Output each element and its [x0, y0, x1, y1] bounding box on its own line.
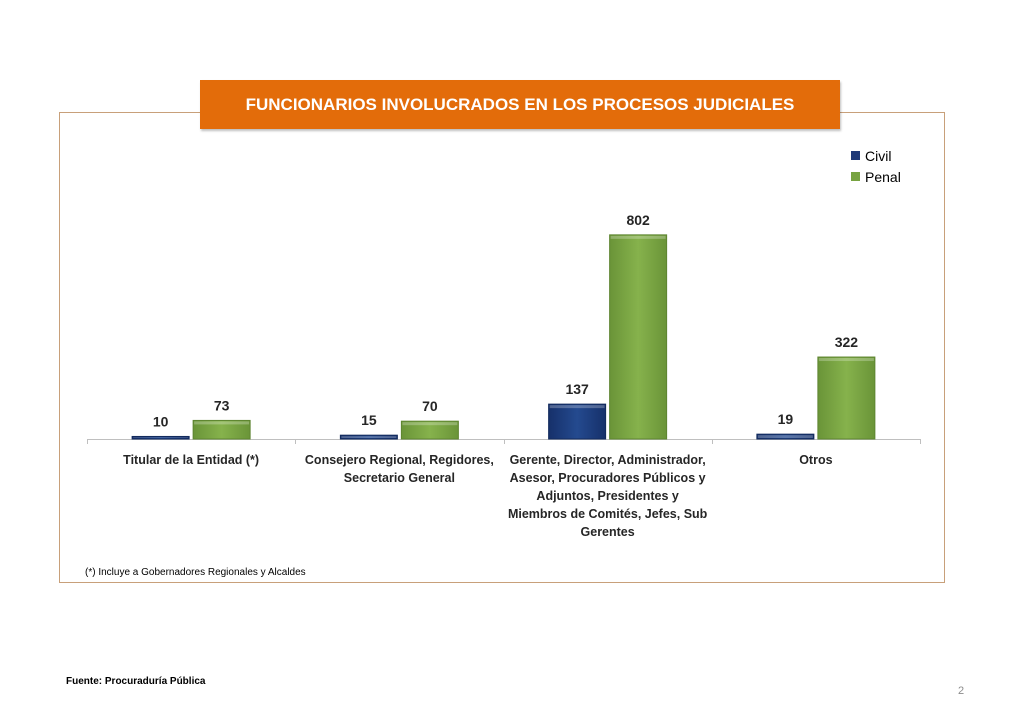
- page-number: 2: [958, 685, 965, 697]
- bar-highlight: [610, 235, 666, 239]
- legend-label-penal: Penal: [865, 168, 901, 185]
- legend-item-civil: Civil: [851, 145, 901, 166]
- chart-legend: Civil Penal: [851, 145, 901, 187]
- bar-penal-3: [817, 356, 876, 440]
- legend-swatch-civil: [851, 151, 860, 160]
- data-label-civil-3: 19: [778, 411, 794, 427]
- legend-swatch-penal: [851, 172, 860, 181]
- data-label-penal-3: 322: [835, 334, 859, 350]
- bar-highlight: [341, 436, 397, 438]
- category-label-0: Titular de la Entidad (*): [123, 453, 259, 467]
- source-note: Fuente: Procuraduría Pública: [66, 676, 206, 687]
- bar-highlight: [194, 421, 250, 425]
- bar-highlight: [133, 437, 189, 438]
- bar-highlight: [402, 422, 458, 426]
- category-label-1: Consejero Regional, Regidores,: [305, 453, 494, 467]
- bar-highlight: [549, 405, 605, 409]
- data-label-civil-0: 10: [153, 413, 169, 429]
- category-label-3: Otros: [799, 453, 832, 467]
- bar-civil-1: [339, 434, 398, 440]
- bar-civil-3: [756, 433, 815, 440]
- category-label-2: Asesor, Procuradores Públicos y: [510, 471, 706, 485]
- bar-civil-0: [131, 435, 190, 440]
- bar-penal-2: [609, 234, 668, 440]
- footnote: (*) Incluye a Gobernadores Regionales y …: [85, 567, 306, 578]
- data-label-civil-2: 137: [565, 381, 589, 397]
- category-label-2: Miembros de Comités, Jefes, Sub: [508, 507, 708, 521]
- chart-frame: [59, 112, 945, 583]
- category-label-1: Secretario General: [344, 471, 455, 485]
- category-label-2: Gerentes: [581, 525, 635, 539]
- bar-civil-2: [548, 403, 607, 440]
- chart-title: FUNCIONARIOS INVOLUCRADOS EN LOS PROCESO…: [200, 80, 840, 129]
- category-label-2: Gerente, Director, Administrador,: [510, 453, 706, 467]
- legend-label-civil: Civil: [865, 147, 892, 164]
- bar-highlight: [818, 358, 874, 362]
- data-label-civil-1: 15: [361, 412, 377, 428]
- data-label-penal-2: 802: [626, 212, 650, 228]
- bar-penal-0: [192, 419, 251, 440]
- data-label-penal-1: 70: [422, 398, 438, 414]
- bar-penal-1: [400, 420, 459, 440]
- data-label-penal-0: 73: [214, 397, 230, 413]
- category-label-2: Adjuntos, Presidentes y: [536, 489, 678, 503]
- bar-highlight: [757, 435, 813, 438]
- legend-item-penal: Penal: [851, 166, 901, 187]
